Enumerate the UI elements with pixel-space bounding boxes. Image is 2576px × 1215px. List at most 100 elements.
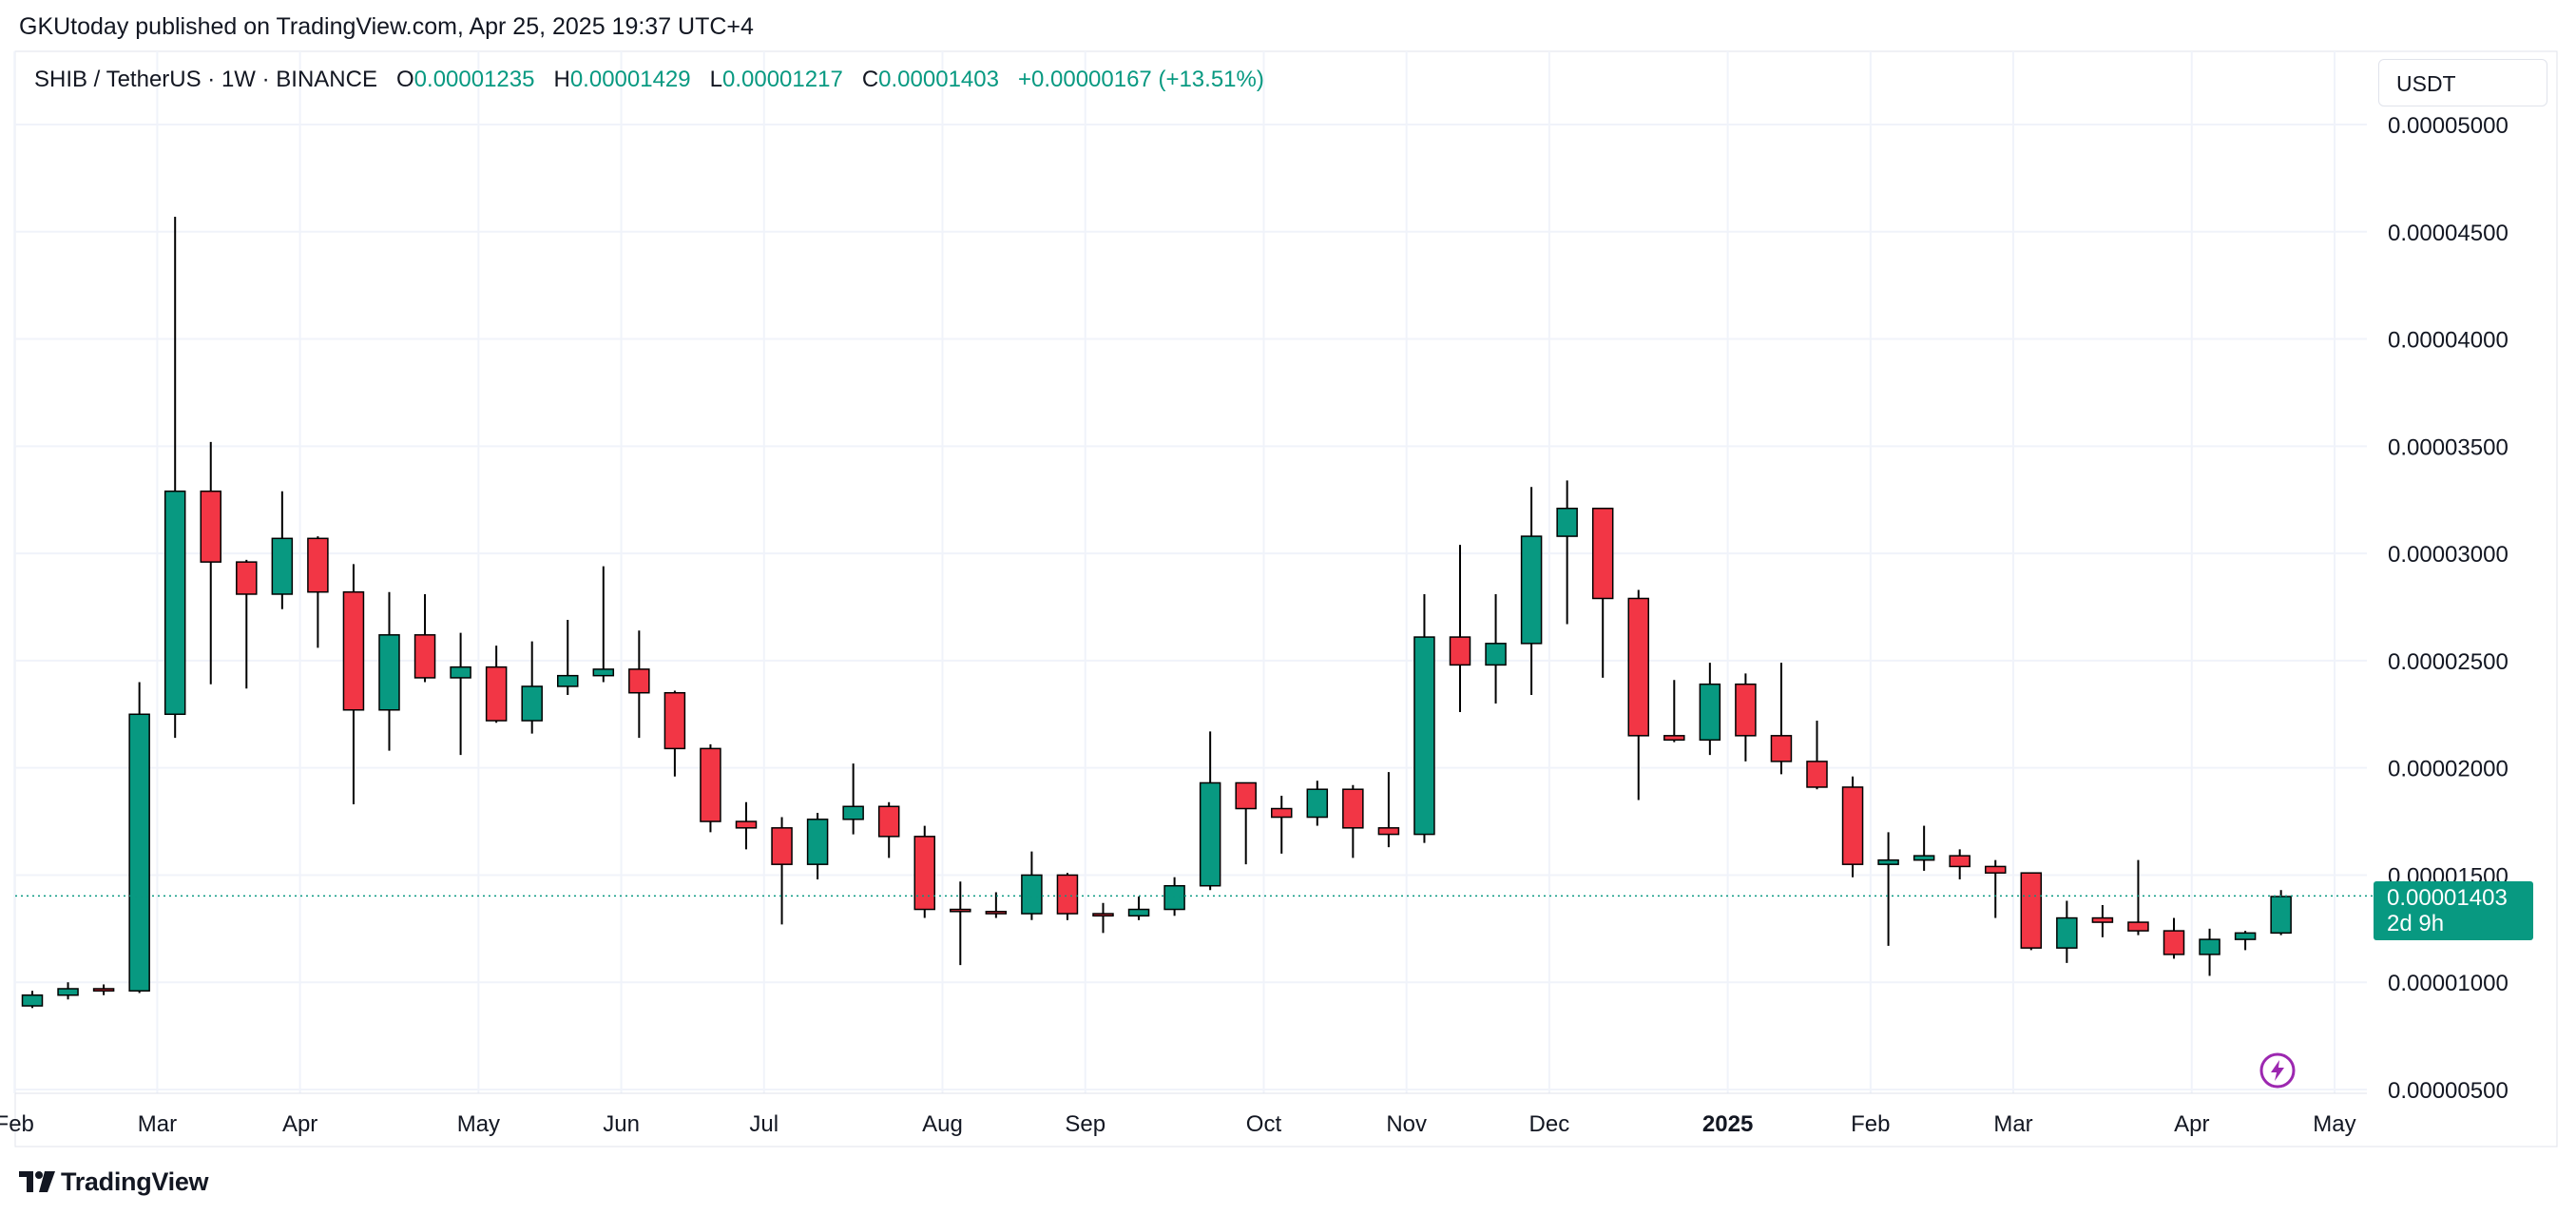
y-tick-label: 0.00003000 [2388,542,2509,568]
y-tick-label: 0.00005000 [2388,113,2509,139]
candle-up[interactable] [1306,788,1329,819]
low-value: 0.00001217 [722,67,843,92]
tradingview-logo-icon [19,1171,55,1192]
x-tick-label: Jun [603,1111,640,1137]
candle-down[interactable] [1663,735,1685,742]
candle-up[interactable] [57,988,79,996]
brand-name: TradingView [61,1167,209,1196]
candle-down[interactable] [1591,507,1614,600]
candle-up[interactable] [1163,884,1185,911]
candle-up[interactable] [21,994,44,1007]
candle-down[interactable] [985,911,1008,915]
candle-up[interactable] [1413,636,1435,836]
y-tick-label: 0.00003500 [2388,434,2509,460]
candle-down[interactable] [485,665,508,722]
candle-down[interactable] [307,537,329,593]
candle-down[interactable] [663,691,686,750]
candle-down[interactable] [913,836,935,911]
candle-up[interactable] [1699,683,1721,742]
candle-up[interactable] [271,537,294,595]
candle-down[interactable] [877,805,900,838]
candle-down[interactable] [236,561,258,595]
publisher-attribution: GKUtoday published on TradingView.com, A… [19,13,754,40]
candle-down[interactable] [2163,930,2185,955]
x-tick-label: Feb [0,1111,34,1137]
candle-down[interactable] [700,747,721,822]
high-value: 0.00001429 [569,67,691,92]
candle-down[interactable] [92,988,115,992]
candle-up[interactable] [1877,858,1899,865]
candle-up[interactable] [163,490,186,716]
candle-down[interactable] [1841,786,1864,865]
candle-up[interactable] [2270,896,2292,935]
currency-button[interactable]: USDT [2378,59,2547,106]
low-label: L [709,67,722,92]
candle-up[interactable] [842,805,864,820]
candle-up[interactable] [450,665,471,679]
candle-up[interactable] [128,713,150,992]
candle-up[interactable] [378,634,400,711]
candle-down[interactable] [2020,872,2043,949]
y-tick-label: 0.00002000 [2388,757,2509,782]
symbol-name[interactable]: SHIB / TetherUS · 1W · BINANCE [34,67,377,92]
candle-up[interactable] [1127,908,1150,917]
lightning-icon[interactable] [2259,1051,2297,1090]
candle-down[interactable] [1806,761,1828,788]
y-tick-label: 0.00002500 [2388,649,2509,675]
bar-countdown: 2d 9h [2387,911,2445,937]
candle-down[interactable] [342,590,365,711]
candle-up[interactable] [1556,507,1578,537]
candle-down[interactable] [413,634,436,679]
high-label: H [553,67,570,92]
candle-down[interactable] [1770,735,1793,762]
x-tick-label: Apr [2174,1111,2209,1137]
candle-down[interactable] [950,908,971,913]
candle-up[interactable] [2234,932,2257,940]
x-tick-label: Dec [1529,1111,1570,1137]
candle-down[interactable] [2091,916,2114,923]
x-tick-label: May [457,1111,500,1137]
candle-down[interactable] [1235,781,1257,810]
candle-down[interactable] [1949,855,1970,868]
candle-up[interactable] [2199,938,2220,955]
x-tick-label: Sep [1065,1111,1105,1137]
y-tick-label: 0.00004500 [2388,221,2509,246]
candle-down[interactable] [2127,921,2149,932]
candle-down[interactable] [1056,874,1079,915]
candle-down[interactable] [200,490,221,563]
close-label: C [861,67,879,92]
candle-down[interactable] [1377,827,1400,836]
candle-up[interactable] [1021,874,1043,915]
x-tick-label: Jul [749,1111,779,1137]
x-tick-label: 2025 [1702,1111,1753,1137]
x-tick-label: May [2313,1111,2355,1137]
candle-down[interactable] [1449,636,1471,666]
x-tick-label: Apr [282,1111,317,1137]
candle-down[interactable] [771,827,793,865]
candle-up[interactable] [2056,916,2078,949]
candle-down[interactable] [1985,865,2007,874]
candle-down[interactable] [628,668,650,694]
y-tick-label: 0.00000500 [2388,1078,2509,1104]
candle-up[interactable] [1913,855,1935,861]
open-value: 0.00001235 [413,67,535,92]
candle-up[interactable] [1520,535,1543,645]
candle-up[interactable] [592,668,615,677]
candle-up[interactable] [806,819,829,865]
candle-down[interactable] [1342,788,1364,829]
x-tick-label: Feb [1851,1111,1890,1137]
candle-down[interactable] [1092,913,1114,917]
candle-up[interactable] [521,685,543,722]
x-tick-label: Mar [138,1111,177,1137]
candle-up[interactable] [1485,643,1507,666]
tradingview-logo[interactable]: TradingView [19,1166,209,1198]
last-price-tag: 0.00001403 2d 9h [2374,881,2533,941]
candle-up[interactable] [557,674,579,687]
candle-down[interactable] [1627,597,1649,737]
x-tick-label: Mar [1993,1111,2032,1137]
candle-up[interactable] [1199,781,1221,887]
candle-down[interactable] [1735,683,1757,737]
candle-down[interactable] [735,820,758,829]
candle-down[interactable] [1271,807,1293,819]
